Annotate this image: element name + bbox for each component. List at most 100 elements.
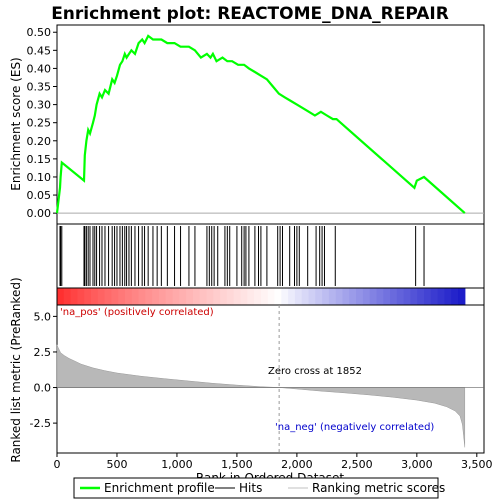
color-bar-segment xyxy=(322,288,330,305)
x-tick-label: 1,500 xyxy=(221,458,253,471)
ranking-metric-area xyxy=(56,344,466,448)
color-bar-segment xyxy=(240,288,248,305)
color-bar-segment xyxy=(342,288,350,305)
metric-y-tick-label: 0.0 xyxy=(34,382,52,395)
positive-label: 'na_pos' (positively correlated) xyxy=(60,307,214,318)
color-bar-segment xyxy=(57,288,65,305)
color-bar-segment xyxy=(315,288,323,305)
color-bar-segment xyxy=(131,288,140,305)
color-bar-segment xyxy=(145,288,153,305)
color-bar-segment xyxy=(376,288,384,305)
color-bar-segment xyxy=(328,288,337,305)
color-bar-segment xyxy=(186,288,194,305)
color-bar-segment xyxy=(288,288,296,305)
color-bar-segment xyxy=(410,288,418,305)
metric-y-axis-title: Ranked list metric (PreRanked) xyxy=(9,277,23,462)
color-bar-segment xyxy=(260,288,269,305)
color-bar-segment xyxy=(77,288,85,305)
color-bar-segment xyxy=(369,288,378,305)
color-bar-segment xyxy=(111,288,119,305)
color-bar-segment xyxy=(70,288,78,305)
color-bar-segment xyxy=(458,288,466,305)
color-bar-segment xyxy=(158,288,167,305)
color-bar-segment xyxy=(192,288,201,305)
color-bar-segment xyxy=(63,288,72,305)
color-bar-segment xyxy=(430,288,439,305)
color-bar-segment xyxy=(383,288,391,305)
color-bar-segment xyxy=(417,288,425,305)
color-bar-segment xyxy=(220,288,228,305)
color-bar-segment xyxy=(396,288,405,305)
color-bar-segment xyxy=(390,288,398,305)
x-tick-label: 1,000 xyxy=(161,458,193,471)
es-panel-frame xyxy=(56,24,485,225)
color-bar-segment xyxy=(172,288,180,305)
color-bar-segment xyxy=(138,288,146,305)
color-bar-segment xyxy=(90,288,99,305)
es-y-tick-label: 0.50 xyxy=(27,26,52,39)
color-bar-segment xyxy=(118,288,126,305)
color-bar-segment xyxy=(444,288,452,305)
color-bar-segment xyxy=(233,288,242,305)
es-y-tick-label: 0.15 xyxy=(27,153,52,166)
x-tick-label: 3,000 xyxy=(401,458,433,471)
color-bar-segment xyxy=(84,288,92,305)
hits-marks xyxy=(59,226,425,286)
color-bar-segment xyxy=(424,288,432,305)
color-bar-segment xyxy=(213,288,221,305)
color-bar-segment xyxy=(294,288,303,305)
color-bar-segment xyxy=(226,288,235,305)
x-tick-label: 3,500 xyxy=(461,458,493,471)
color-bar-segment xyxy=(403,288,412,305)
ranking-color-bar xyxy=(57,288,466,305)
metric-y-tick-label: 2.5 xyxy=(34,346,52,359)
es-y-tick-label: 0.10 xyxy=(27,171,52,184)
legend: Enrichment profile Hits Ranking metric sco… xyxy=(80,481,445,495)
metric-y-axis: 5.0 2.5 0.0 -2.5 xyxy=(30,310,57,430)
legend-label: Enrichment profile xyxy=(104,481,215,495)
es-y-tick-label: 0.05 xyxy=(27,189,52,202)
color-bar-segment xyxy=(206,288,214,305)
x-tick-label: 500 xyxy=(106,458,127,471)
legend-label: Hits xyxy=(239,481,262,495)
metric-y-tick-label: 5.0 xyxy=(34,310,52,323)
es-y-tick-label: 0.40 xyxy=(27,62,52,75)
color-bar-segment xyxy=(104,288,112,305)
es-y-axis: 0.00 0.05 0.10 0.15 0.20 0.25 0.30 0.35 0.40 0.45… xyxy=(27,26,57,220)
color-bar-segment xyxy=(362,288,371,305)
color-bar-segment xyxy=(335,288,344,305)
color-bar-segment xyxy=(199,288,208,305)
color-bar-segment xyxy=(437,288,446,305)
enrichment-profile-line xyxy=(55,34,466,214)
color-bar-segment xyxy=(124,288,133,305)
x-tick-label: 0 xyxy=(54,458,61,471)
es-y-tick-label: 0.20 xyxy=(27,135,52,148)
x-tick-label: 2,000 xyxy=(281,458,313,471)
chart-title: Enrichment plot: REACTOME_DNA_REPAIR xyxy=(51,4,449,24)
legend-frame xyxy=(73,477,439,499)
negative-label: 'na_neg' (negatively correlated) xyxy=(275,422,434,433)
legend-label: Ranking metric scores xyxy=(312,481,445,495)
metric-y-tick-label: -2.5 xyxy=(30,417,51,430)
zero-cross-label: Zero cross at 1852 xyxy=(268,366,362,377)
color-bar-segment xyxy=(97,288,106,305)
es-y-tick-label: 0.35 xyxy=(27,81,52,94)
color-bar-segment xyxy=(165,288,174,305)
color-bar-segment xyxy=(254,288,262,305)
color-bar-segment xyxy=(349,288,357,305)
color-bar-segment xyxy=(274,288,282,305)
x-tick-label: 2,500 xyxy=(341,458,373,471)
es-y-tick-label: 0.00 xyxy=(27,207,52,220)
color-bar-segment xyxy=(356,288,364,305)
es-y-axis-title: Enrichment score (ES) xyxy=(9,57,23,190)
color-bar-segment xyxy=(301,288,310,305)
color-bar-segment xyxy=(451,288,459,305)
color-bar-segment xyxy=(267,288,276,305)
color-bar-segment xyxy=(281,288,289,305)
x-axis: 0 500 1,000 1,500 2,000 2,500 3,000 3,500 xyxy=(54,453,493,471)
color-bar-segment xyxy=(308,288,316,305)
color-bar-segment xyxy=(152,288,160,305)
color-bar-segment xyxy=(179,288,187,305)
es-y-tick-label: 0.45 xyxy=(27,44,52,57)
